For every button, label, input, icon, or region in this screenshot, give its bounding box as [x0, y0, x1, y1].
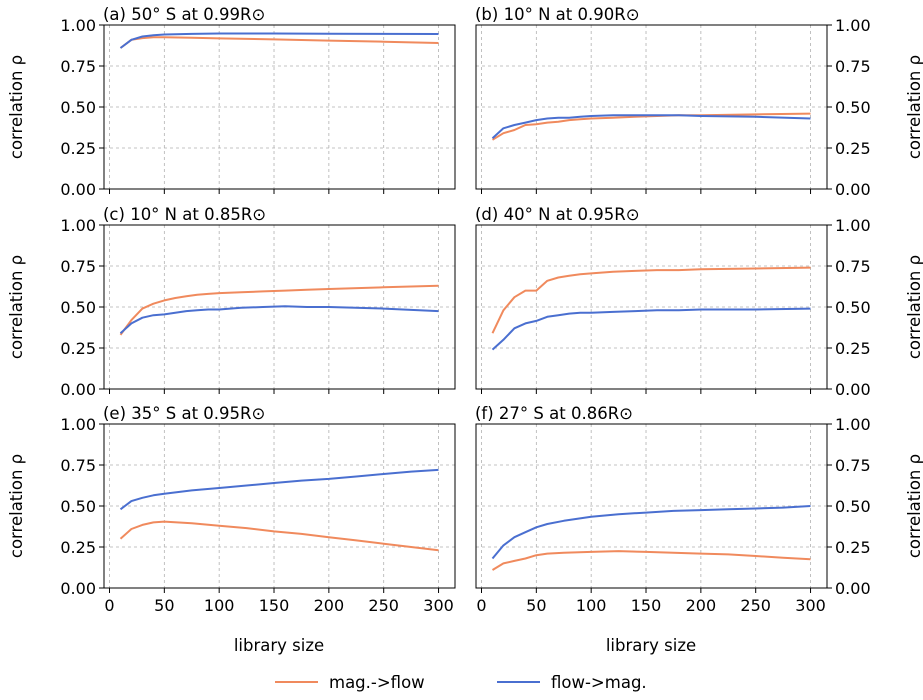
- panel-title: (c) 10° N at 0.85R⊙: [103, 205, 266, 224]
- panel-b: 0.00 0.25 0.50 0.75 1.00 correlation ρ (b) 10°…: [475, 5, 923, 199]
- panels: 0.00 0.25 0.50 0.75 1.00 correlation ρ (a) 50°…: [7, 5, 923, 615]
- y-tick-label: 0.75: [835, 57, 871, 76]
- y-tick-label: 0.75: [835, 257, 871, 276]
- y-tick-label: 0.00: [835, 579, 871, 598]
- panel-title: (e) 35° S at 0.95R⊙: [103, 404, 265, 423]
- y-tick-label: 0.00: [60, 180, 96, 199]
- y-tick-label: 0.00: [835, 380, 871, 399]
- y-tick-label: 0.25: [835, 139, 871, 158]
- x-tick-label: 0: [476, 596, 486, 615]
- legend-label-mag-to-flow: mag.->flow: [329, 673, 425, 692]
- y-tick-label: 0.75: [60, 257, 96, 276]
- y-tick-label: 0.00: [60, 380, 96, 399]
- y-axis-label: correlation ρ: [7, 55, 26, 159]
- series-line-mag-to-flow: [491, 266, 811, 334]
- y-tick-label: 0.50: [835, 298, 871, 317]
- y-tick-label: 0.00: [60, 579, 96, 598]
- series-line-mag-to-flow: [119, 284, 439, 336]
- x-tick-label: 50: [154, 596, 174, 615]
- x-tick-label: 100: [204, 596, 235, 615]
- panel-c: 0.00 0.25 0.50 0.75 1.00 correlation ρ (c) 10°…: [7, 205, 456, 399]
- y-tick-label: 0.50: [60, 497, 96, 516]
- x-tick-label: 0: [104, 596, 114, 615]
- y-tick-label: 0.25: [835, 538, 871, 557]
- legend: mag.->flow flow->mag.: [275, 673, 647, 692]
- y-tick-label: 0.00: [835, 180, 871, 199]
- series-line-flow-to-mag: [119, 468, 439, 511]
- series-line-mag-to-flow: [491, 550, 811, 571]
- series-line-mag-to-flow: [119, 36, 439, 49]
- panel-f: 0.00 0.25 0.50 0.75 1.00 0 50 100 150 200 250 300 co…: [475, 404, 923, 615]
- y-axis-label: correlation ρ: [7, 454, 26, 558]
- y-tick-label: 0.25: [60, 139, 96, 158]
- y-tick-label: 1.00: [60, 216, 96, 235]
- panel-title: (a) 50° S at 0.99R⊙: [103, 5, 265, 24]
- x-tick-label: 150: [259, 596, 290, 615]
- x-tick-label: 200: [686, 596, 717, 615]
- series-line-flow-to-mag: [119, 305, 439, 334]
- y-tick-label: 0.50: [835, 98, 871, 117]
- y-tick-label: 1.00: [60, 16, 96, 35]
- x-tick-label: 50: [526, 596, 546, 615]
- y-tick-label: 1.00: [835, 16, 871, 35]
- y-tick-label: 0.50: [60, 98, 96, 117]
- x-tick-label: 250: [740, 596, 771, 615]
- legend-label-flow-to-mag: flow->mag.: [551, 673, 647, 692]
- y-tick-label: 1.00: [835, 216, 871, 235]
- series-line-flow-to-mag: [491, 505, 811, 560]
- x-axis-label-left: library size: [234, 636, 324, 655]
- y-tick-label: 0.75: [60, 456, 96, 475]
- y-tick-label: 1.00: [60, 415, 96, 434]
- y-axis-label: correlation ρ: [905, 454, 923, 558]
- series-line-flow-to-mag: [491, 114, 811, 139]
- series-line-mag-to-flow: [119, 520, 439, 552]
- y-tick-label: 0.50: [835, 497, 871, 516]
- y-tick-label: 0.75: [835, 456, 871, 475]
- panel-title: (b) 10° N at 0.90R⊙: [475, 5, 640, 24]
- x-tick-label: 250: [368, 596, 399, 615]
- y-tick-label: 0.25: [60, 538, 96, 557]
- y-axis-label: correlation ρ: [905, 255, 923, 359]
- panel-e: 0.00 0.25 0.50 0.75 1.00 0 50 100 150 200 250 300 co…: [7, 404, 456, 615]
- series-line-flow-to-mag: [491, 307, 811, 351]
- x-tick-label: 300: [795, 596, 826, 615]
- y-axis-label: correlation ρ: [7, 255, 26, 359]
- y-tick-label: 1.00: [835, 415, 871, 434]
- y-axis-label: correlation ρ: [905, 55, 923, 159]
- x-tick-label: 100: [576, 596, 607, 615]
- panel-title: (f) 27° S at 0.86R⊙: [475, 404, 633, 423]
- panel-a: 0.00 0.25 0.50 0.75 1.00 correlation ρ (a) 50°…: [7, 5, 456, 199]
- y-tick-label: 0.75: [60, 57, 96, 76]
- y-tick-label: 0.25: [60, 339, 96, 358]
- y-tick-label: 0.25: [835, 339, 871, 358]
- x-tick-label: 300: [423, 596, 454, 615]
- y-tick-label: 0.50: [60, 298, 96, 317]
- panel-title: (d) 40° N at 0.95R⊙: [475, 205, 640, 224]
- x-tick-label: 200: [314, 596, 345, 615]
- panel-d: 0.00 0.25 0.50 0.75 1.00 correlation ρ (d) 40°…: [475, 205, 923, 399]
- x-tick-label: 150: [631, 596, 662, 615]
- series-line-flow-to-mag: [119, 32, 439, 49]
- x-axis-label-right: library size: [606, 636, 696, 655]
